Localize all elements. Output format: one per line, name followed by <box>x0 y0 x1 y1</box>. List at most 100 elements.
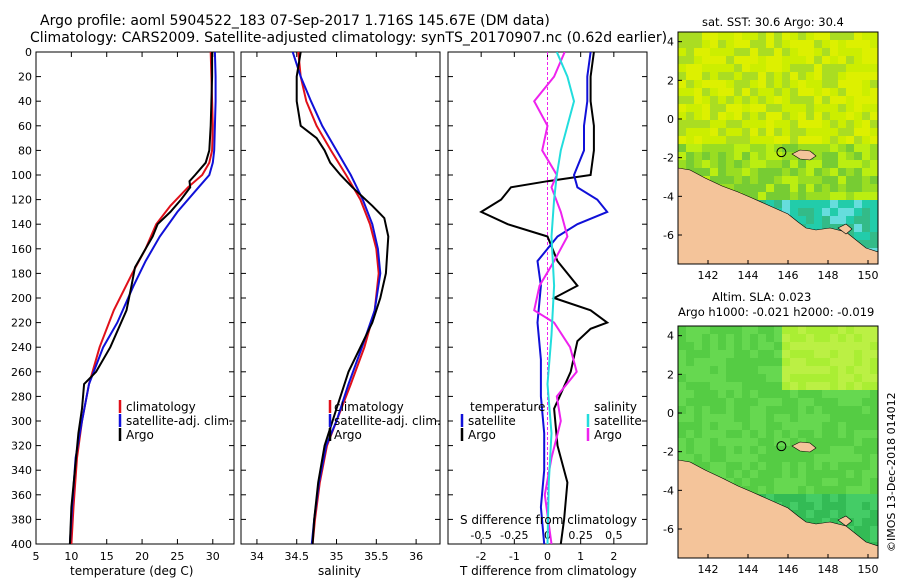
map-cell <box>686 438 694 446</box>
map-cell <box>758 454 766 462</box>
map-cell <box>678 374 686 382</box>
figure-title-line1: Argo profile: aoml 5904522_183 07-Sep-20… <box>40 13 550 29</box>
map-cell <box>702 326 710 334</box>
salinity-y-ticks <box>241 51 440 545</box>
y-tick-label: 0 <box>25 46 32 59</box>
map-cell <box>854 120 862 128</box>
map-cell <box>694 48 702 56</box>
map-cell <box>822 168 830 176</box>
map-cell <box>822 80 830 88</box>
map-cell <box>742 446 750 454</box>
map-cell <box>790 454 798 462</box>
map-cell <box>830 462 838 470</box>
map-cell <box>790 438 798 446</box>
map-cell <box>726 64 734 72</box>
map-cell <box>782 502 790 510</box>
map-cell <box>830 216 838 224</box>
map-cell <box>750 326 758 334</box>
map-cell <box>734 446 742 454</box>
map-cell <box>854 184 862 192</box>
legend-sal-argo-label: Argo <box>594 428 622 442</box>
map-cell <box>710 144 718 152</box>
map-cell <box>726 422 734 430</box>
map-cell <box>782 406 790 414</box>
map-cell <box>686 160 694 168</box>
map-cell <box>790 176 798 184</box>
map-cell <box>694 96 702 104</box>
map-cell <box>862 208 870 216</box>
map-cell <box>846 366 854 374</box>
map-cell <box>798 48 806 56</box>
map-cell <box>830 160 838 168</box>
map-cell <box>686 88 694 96</box>
map-cell <box>758 366 766 374</box>
map-cell <box>846 342 854 350</box>
map-cell <box>838 446 846 454</box>
map-cell <box>822 136 830 144</box>
map-cell <box>854 48 862 56</box>
map-cell <box>774 478 782 486</box>
map-cell <box>854 32 862 40</box>
map-cell <box>790 208 798 216</box>
map-cell <box>870 112 878 120</box>
map-cell <box>782 112 790 120</box>
map-cell <box>734 342 742 350</box>
map-cell <box>822 478 830 486</box>
difference-xlabel-salinity: S difference from climatology <box>460 513 637 527</box>
map-cell <box>694 382 702 390</box>
map-cell <box>830 358 838 366</box>
map-cell <box>686 342 694 350</box>
x-tick-label-salinity: 0.25 <box>568 529 593 542</box>
map-cell <box>774 168 782 176</box>
map-cell <box>862 414 870 422</box>
map-cell <box>846 88 854 96</box>
map-cell <box>678 152 686 160</box>
x-tick-label: 0 <box>544 550 551 563</box>
map-cell <box>862 224 870 232</box>
map-cell <box>750 192 758 200</box>
map-cell <box>734 350 742 358</box>
map-cell <box>862 518 870 526</box>
map-cell <box>750 96 758 104</box>
y-tick-label: 320 <box>11 440 32 453</box>
map-cell <box>694 112 702 120</box>
map-cell <box>814 326 822 334</box>
map-cell <box>862 136 870 144</box>
map-cell <box>774 358 782 366</box>
map-cell <box>694 446 702 454</box>
map-cell <box>862 462 870 470</box>
map-cell <box>870 486 878 494</box>
map-cell <box>870 152 878 160</box>
y-tick-label: 380 <box>11 513 32 526</box>
map-cell <box>758 56 766 64</box>
map-cell <box>838 470 846 478</box>
map-cell <box>758 430 766 438</box>
map-cell <box>854 366 862 374</box>
map-cell <box>838 48 846 56</box>
difference-legend-temperature: temperature satellite Argo <box>460 400 545 442</box>
map-cell <box>734 80 742 88</box>
map-cell <box>766 446 774 454</box>
map-cell <box>694 144 702 152</box>
map-cell <box>814 342 822 350</box>
map-cell <box>838 120 846 128</box>
map-cell <box>750 144 758 152</box>
map-cell <box>734 390 742 398</box>
map-cell <box>742 374 750 382</box>
map-cell <box>774 382 782 390</box>
map-cell <box>862 358 870 366</box>
map-cell <box>782 32 790 40</box>
map-cell <box>830 422 838 430</box>
map-cell <box>678 326 686 334</box>
map-cell <box>814 366 822 374</box>
map-cell <box>846 398 854 406</box>
map-cell <box>782 422 790 430</box>
map-cell <box>790 334 798 342</box>
map-cell <box>830 144 838 152</box>
map-cell <box>734 104 742 112</box>
map-cell <box>846 422 854 430</box>
map-cell <box>758 438 766 446</box>
map-cell <box>718 382 726 390</box>
y-tick-label: 260 <box>11 366 32 379</box>
map-cell <box>686 430 694 438</box>
